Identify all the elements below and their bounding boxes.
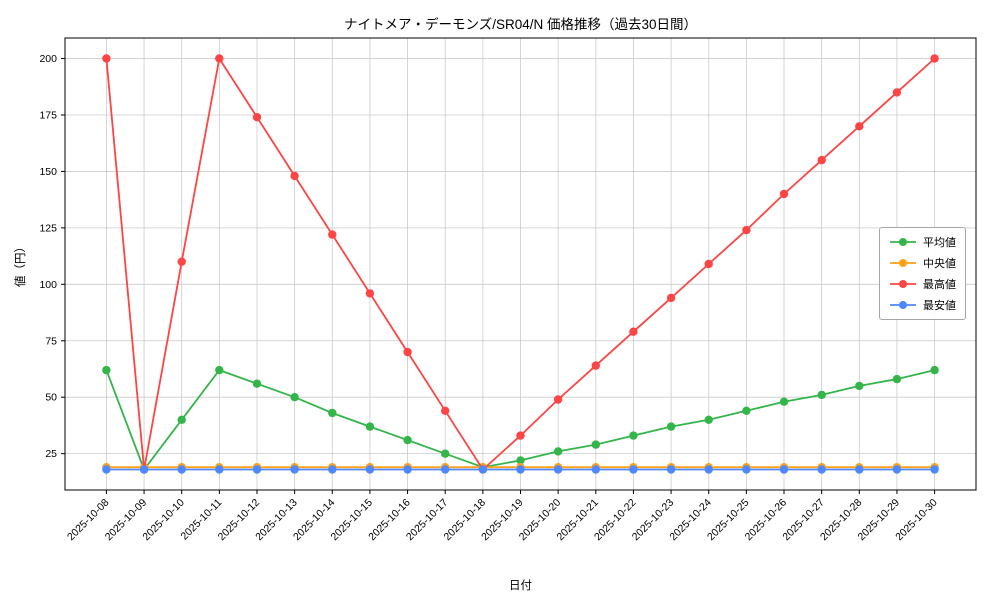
series-3-marker bbox=[930, 465, 939, 474]
series-3-marker bbox=[177, 465, 186, 474]
series-2-marker bbox=[177, 257, 186, 266]
series-0-marker bbox=[252, 379, 262, 388]
series-0-marker bbox=[516, 456, 525, 465]
series-2-marker bbox=[892, 88, 902, 97]
series-3-marker bbox=[328, 465, 337, 474]
series-0-marker bbox=[892, 374, 902, 384]
y-tick-label: 175 bbox=[39, 109, 57, 121]
series-0-marker bbox=[102, 365, 111, 375]
series-2-marker bbox=[855, 122, 864, 131]
series-3-marker bbox=[102, 465, 111, 474]
y-tick-label: 100 bbox=[39, 279, 57, 291]
y-tick-label: 25 bbox=[45, 448, 57, 460]
series-3-marker bbox=[403, 465, 412, 474]
series-3-marker bbox=[365, 465, 375, 474]
series-0-marker bbox=[215, 365, 224, 375]
y-tick-label: 75 bbox=[45, 335, 57, 347]
series-2-marker bbox=[591, 361, 600, 370]
y-tick-label: 150 bbox=[39, 166, 57, 178]
series-0-marker bbox=[704, 415, 713, 424]
series-3-marker bbox=[666, 465, 676, 474]
y-tick-label: 125 bbox=[39, 222, 57, 234]
legend-label: 最高値 bbox=[923, 279, 956, 291]
series-2-marker bbox=[328, 230, 337, 239]
series-2-marker bbox=[252, 113, 262, 122]
legend-swatch-icon bbox=[890, 280, 916, 288]
legend-swatch-icon bbox=[890, 301, 916, 309]
series-2-marker bbox=[817, 155, 826, 165]
series-2-marker bbox=[704, 259, 713, 269]
series-3-marker bbox=[441, 465, 450, 474]
series-2-marker bbox=[403, 347, 412, 357]
legend-label: 平均値 bbox=[923, 237, 956, 249]
series-3-marker bbox=[742, 465, 751, 474]
series-0-marker bbox=[666, 422, 676, 431]
series-3-marker bbox=[779, 465, 789, 474]
series-3-marker bbox=[892, 465, 902, 474]
series-3-marker bbox=[704, 465, 713, 474]
series-0-marker bbox=[365, 422, 375, 431]
y-tick-label: 200 bbox=[39, 53, 57, 65]
legend-swatch-icon bbox=[890, 259, 916, 267]
legend-item-1: 中央値 bbox=[889, 255, 956, 271]
y-axis-label: 値（円） bbox=[15, 241, 27, 287]
series-0-marker bbox=[553, 447, 563, 456]
series-2-marker bbox=[365, 289, 375, 298]
series-2-marker bbox=[779, 189, 789, 199]
series-2-marker bbox=[516, 431, 525, 440]
series-3-marker bbox=[215, 465, 224, 474]
series-3-marker bbox=[817, 465, 826, 474]
legend: 平均値中央値最高値最安値 bbox=[879, 227, 966, 320]
series-0-marker bbox=[591, 440, 600, 449]
series-0-marker bbox=[742, 406, 751, 415]
legend-item-3: 最安値 bbox=[889, 297, 956, 313]
x-axis-label: 日付 bbox=[509, 580, 532, 592]
series-3-marker bbox=[252, 465, 262, 474]
series-0-marker bbox=[403, 435, 412, 445]
series-3-marker bbox=[139, 465, 149, 474]
series-3-marker bbox=[591, 465, 600, 474]
series-0-marker bbox=[441, 449, 450, 458]
chart-title: ナイトメア・デーモンズ/SR04/N 価格推移（過去30日間） bbox=[343, 17, 698, 32]
series-0-marker bbox=[629, 431, 638, 440]
series-0-marker bbox=[930, 365, 939, 375]
y-tick-label: 50 bbox=[45, 392, 57, 404]
series-2-marker bbox=[215, 54, 224, 63]
series-3-marker bbox=[629, 465, 638, 474]
series-2-marker bbox=[290, 171, 299, 181]
series-2-marker bbox=[441, 406, 450, 415]
series-3-marker bbox=[516, 465, 525, 474]
series-3-marker bbox=[855, 465, 864, 474]
series-2-marker bbox=[553, 395, 563, 404]
series-2-marker bbox=[629, 327, 638, 336]
series-3-marker bbox=[290, 465, 299, 474]
legend-label: 最安値 bbox=[923, 300, 956, 312]
series-0-marker bbox=[779, 397, 789, 406]
series-2-marker bbox=[666, 293, 676, 303]
series-3-marker bbox=[478, 465, 488, 474]
legend-label: 中央値 bbox=[923, 258, 956, 270]
series-0-marker bbox=[817, 390, 826, 400]
series-2-marker bbox=[102, 54, 111, 63]
series-3-marker bbox=[553, 465, 563, 474]
legend-swatch-icon bbox=[890, 238, 916, 246]
series-2-marker bbox=[930, 54, 939, 63]
series-2-marker bbox=[742, 225, 751, 235]
series-0-marker bbox=[290, 393, 299, 402]
series-0-marker bbox=[328, 408, 337, 418]
legend-item-2: 最高値 bbox=[889, 276, 956, 292]
legend-item-0: 平均値 bbox=[889, 234, 956, 250]
series-0-marker bbox=[177, 415, 186, 424]
series-0-marker bbox=[855, 381, 864, 391]
